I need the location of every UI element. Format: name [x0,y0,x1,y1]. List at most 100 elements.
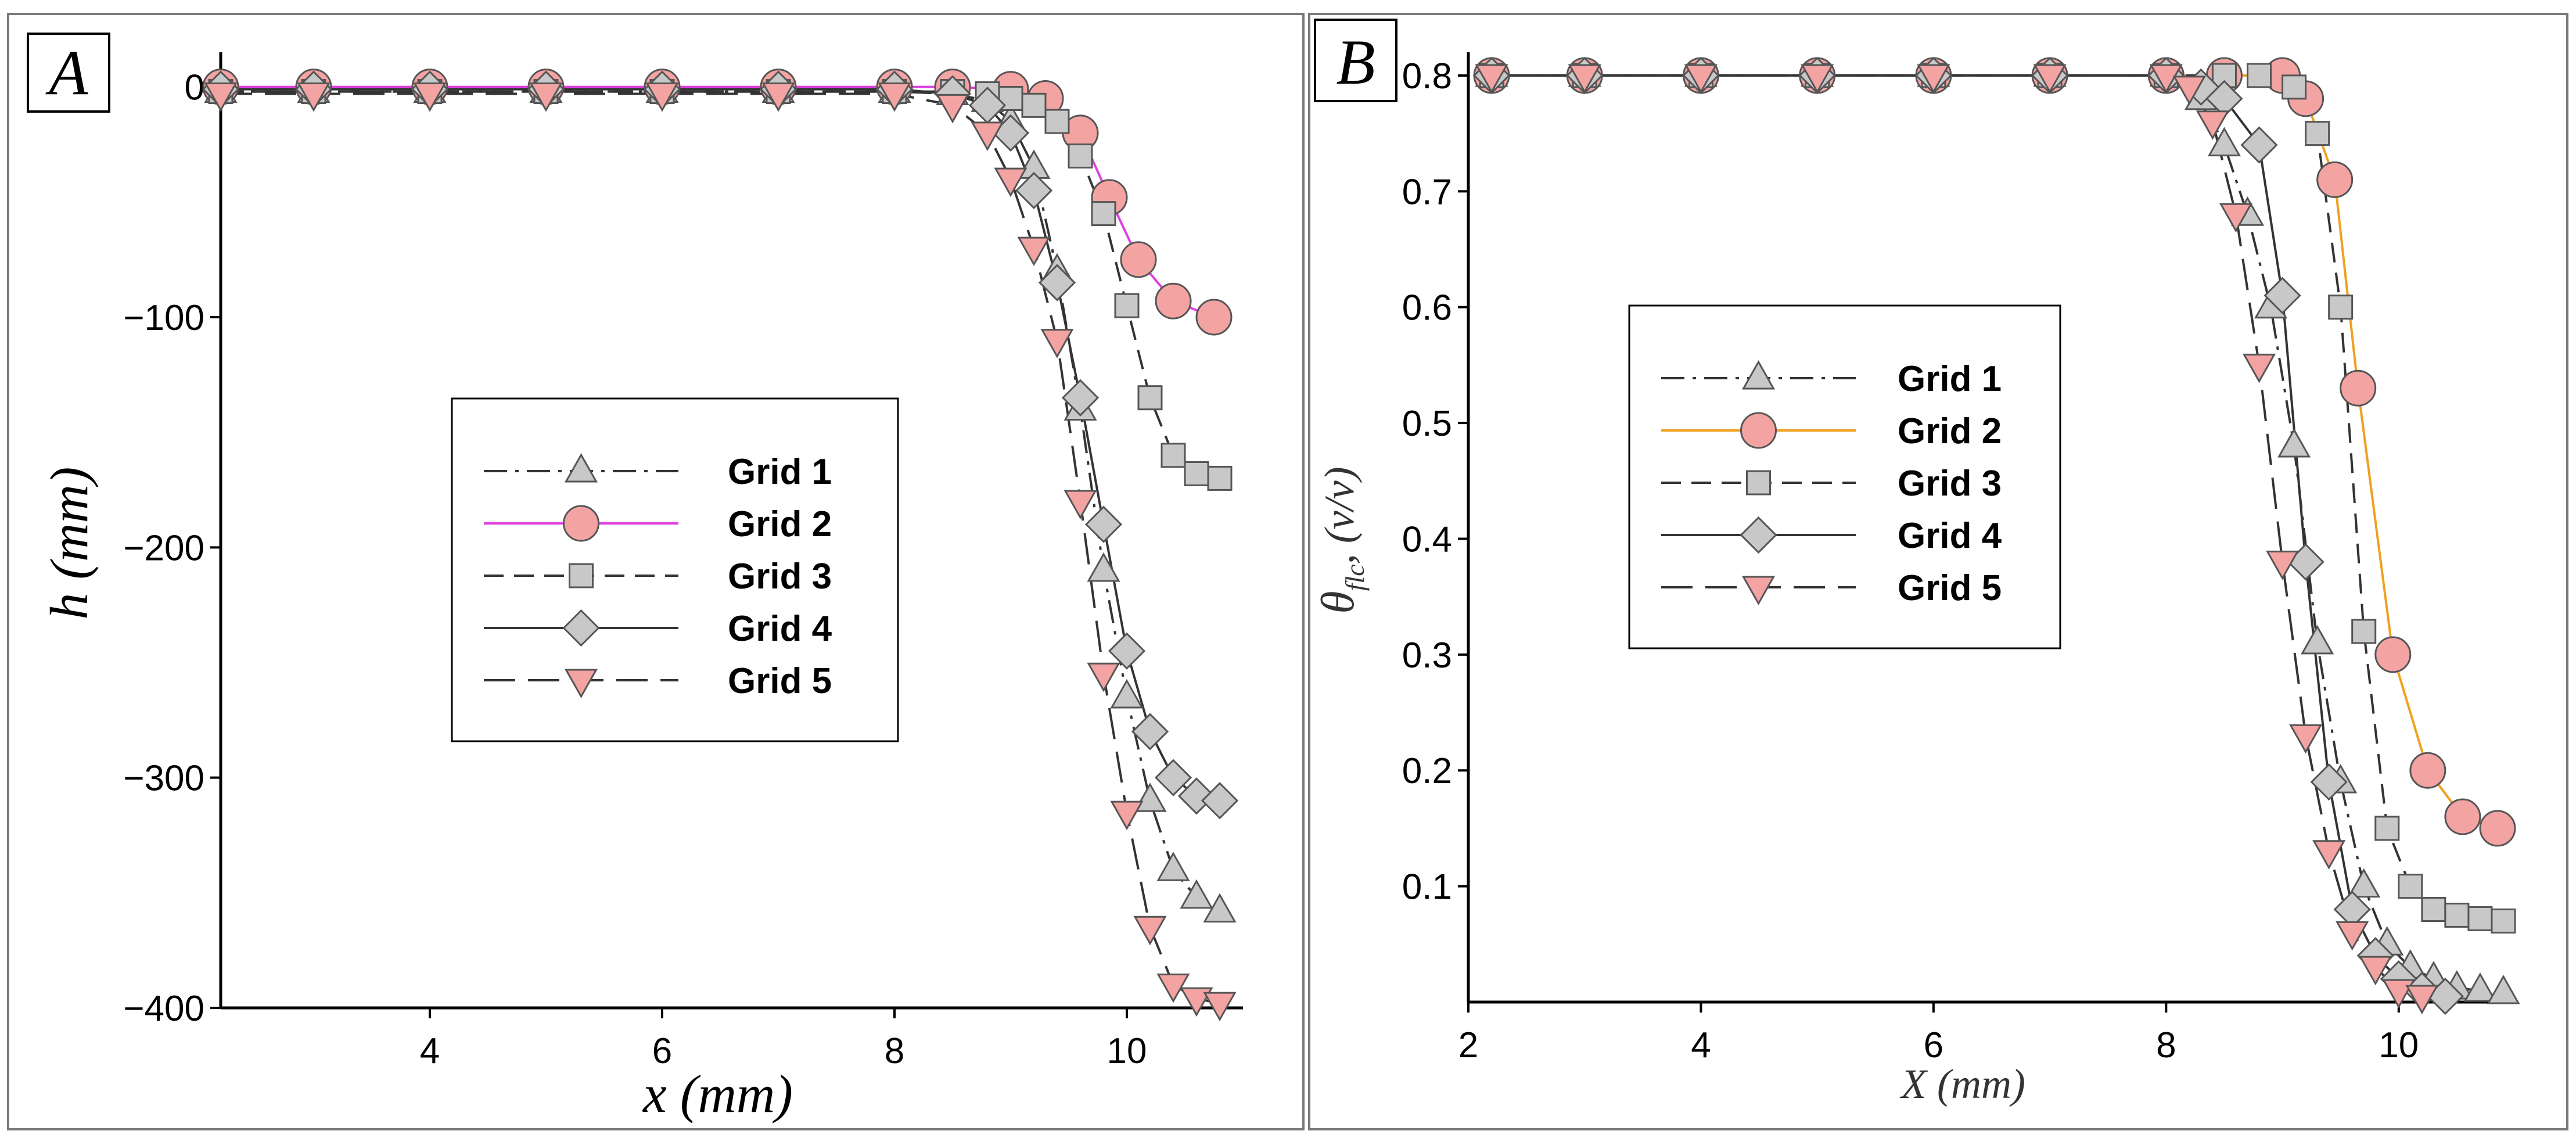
panel-a-series-3-point [1068,143,1093,169]
panel-b-ytick-label: 0.1 [1402,867,1452,907]
panel-a-xtick-label: 10 [1107,1031,1147,1071]
panel-a-series-3-point [1044,109,1070,134]
panel-b-series-2-point [2444,798,2481,835]
panel-b-series-2-point [2374,636,2412,673]
panel-b-series-3-point [2398,874,2423,899]
panel-b-xtick-label: 2 [1458,1025,1478,1065]
panel-a-ytick-label: 0 [185,68,204,108]
panel-b-xtick-label: 6 [1924,1025,1943,1065]
panel-b-legend-box [1628,304,2061,649]
panel-b-series-3-point [2491,908,2516,934]
panel-a-letter-box [27,33,110,113]
panel-b-series-1-point [2301,626,2334,655]
panel-a-letter: A [45,37,88,108]
panel-b-legend-marker-3 [1746,470,1771,496]
panel-a-legend-label-4: Grid 4 [728,609,832,649]
panel-b-series-1-point [2278,429,2311,458]
panel-a-series-3-point [1184,461,1209,486]
panel-a-series-5-point [1018,236,1050,265]
panel-a-series-3-point [1161,443,1186,468]
panel-b-series-5-point [2290,724,2322,753]
panel-b-ytick-label: 0.3 [1402,636,1452,676]
panel-a-series-5-point [1203,992,1236,1021]
panel-b-series-5-point [2243,353,2276,382]
panel-a-ytick-label: −200 [123,528,204,568]
panel-b-series-3-point [2305,121,2330,146]
panel-b-xtick-label: 4 [1691,1025,1711,1065]
panel-a-xtick-label: 8 [885,1031,904,1071]
panel-a-series-5-point [1041,329,1073,358]
panel-a-legend-label-2: Grid 2 [728,504,832,544]
panel-a-series-2-point [1120,241,1157,278]
panel-a-series-3-point [1091,201,1116,227]
panel-b-ylabel: θflc, (v/v) [1313,466,1370,613]
panel-b-xtick-label: 8 [2156,1025,2176,1065]
panel-a-series-3-point [1137,385,1163,411]
panel-b-legend-label-5: Grid 5 [1898,568,2002,608]
panel-b-series-2-point [2479,810,2516,847]
panel-a-series-5-point [936,94,969,123]
panel-a-legend-label-3: Grid 3 [728,557,832,597]
panel-a-ylabel: h (mm) [39,466,99,619]
panel-b-xtick-label: 10 [2379,1025,2419,1065]
panel-a-series-5-point [1111,800,1143,830]
panel-b: B 2 4 6 8 100.10.20.30.40.50.60.70.8 X (mm) … [1308,13,2568,1130]
panel-b-frame [1308,13,2568,1130]
panel-b-ytick-label: 0.4 [1402,519,1452,559]
panel-b-ylabel-theta: θ [1313,591,1364,613]
panel-b-series-2-point [2340,369,2377,407]
panel-b-ytick-label: 0.5 [1402,404,1452,444]
panel-a-ytick-label: −100 [123,298,204,338]
panel-b-legend: Grid 1 Grid 2 Grid 3 Grid 4 Grid 5 [1628,304,2061,649]
panel-a-legend-marker-2 [563,505,599,542]
panel-a-series-4-point [1085,506,1122,543]
panel-a-series-5-point [1134,916,1166,945]
panel-a-legend-box [451,397,899,742]
panel-b-series-1-point [2464,973,2496,1002]
panel-b-letter: B [1336,27,1375,98]
panel-a-series-2-point [1195,299,1233,336]
panel-b-series-3-point [2282,74,2307,100]
panel-b-legend-label-3: Grid 3 [1898,464,2002,504]
panel-b-ytick-label: 0.2 [1402,751,1452,791]
panel-a-series-5-point [1064,490,1097,519]
panel-b-legend-marker-2 [1740,412,1777,449]
panel-a-series-2-point [1155,282,1192,319]
panel-b-series-4-point [2241,127,2278,164]
panel-b-series-5-point [2313,840,2345,869]
panel-b-legend-label-1: Grid 1 [1898,359,2002,399]
panel-a-series-3-point [1021,92,1047,118]
panel-a-ytick-label: −300 [123,759,204,799]
panel-a-legend-label-1: Grid 1 [728,452,832,492]
panel-a-frame [7,13,1305,1130]
panel-a-plot: 4 6 8 10 0 −100 −200 −300 −400 [123,52,1243,1071]
panel-a-xtick-label: 4 [420,1031,440,1071]
panel-a-series-1-point [1157,852,1190,881]
panel-b-xlabel: X (mm) [1899,1061,2025,1107]
panel-a-legend-label-5: Grid 5 [728,661,832,701]
panel-b-series-2-point [2316,161,2354,198]
panel-b-legend-label-4: Grid 4 [1898,516,2002,556]
panel-b-series-3-point [2247,63,2272,88]
panel-b-letter-box [1314,19,1397,102]
panel-a-legend: Grid 1 Grid 2 Grid 3 Grid 4 Grid 5 [451,397,899,742]
panel-a-legend-marker-3 [569,563,594,588]
panel-b-series-3-point [2444,902,2470,928]
panel-b-series-4-point [2287,543,2324,580]
panel-b-series-3-point [2328,295,2354,320]
panel-b-series-3-point [2421,896,2446,922]
panel-b-legend-label-2: Grid 2 [1898,411,2002,451]
panel-a-series-5-point [1087,662,1120,691]
panel-b-series-5-point [2336,921,2369,950]
panel-a-series-3-point [1114,293,1140,318]
panel-a: A 4 6 8 10 0 −100 −200 −300 −400 x (mm) h (mm) G… [7,13,1305,1130]
panel-a-xlabel: x (mm) [642,1064,793,1123]
panel-a-series-1-point [1087,553,1120,582]
panel-b-series-3-point [2374,816,2400,841]
panel-b-ytick-label: 0.8 [1402,56,1452,96]
panel-b-plot: 2 4 6 8 10 0.1 0.2 0.3 0.4 0.5 0.6 0.7 0.8 [1402,52,2520,1065]
panel-b-ytick-label: 0.6 [1402,288,1452,328]
panel-b-series-1-point [2487,975,2520,1004]
panel-a-series-3-point [1207,465,1233,491]
panel-b-ylabel-units: , (v/v) [1316,466,1363,564]
